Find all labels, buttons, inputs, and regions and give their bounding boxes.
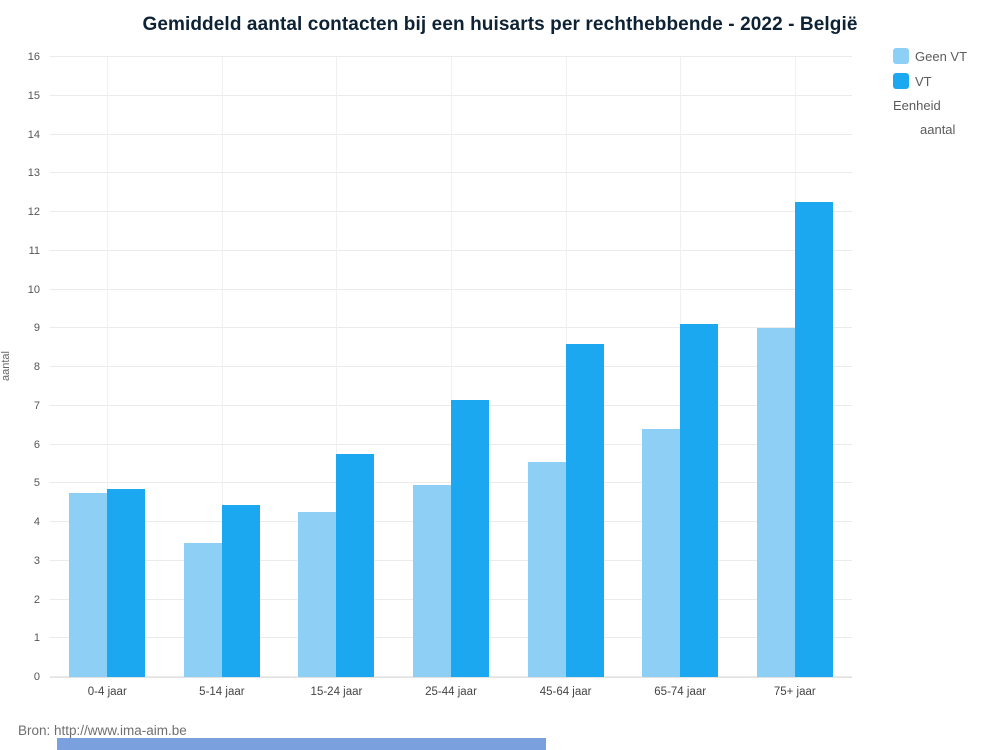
bar-geen-vt[interactable]: [642, 429, 681, 677]
legend-label-geen-vt: Geen VT: [915, 48, 968, 64]
bar-pair: [183, 57, 260, 677]
y-gridline: [50, 366, 852, 367]
bar-pair: [642, 57, 719, 677]
y-tick-label: 10: [27, 283, 40, 296]
bar-geen-vt[interactable]: [69, 492, 108, 677]
y-tick-label: 16: [27, 51, 40, 63]
legend-swatch-geen-vt-icon: [893, 48, 909, 64]
bar-pair: [69, 57, 146, 677]
bar-geen-vt[interactable]: [413, 485, 452, 677]
y-gridline: [50, 288, 852, 290]
bar-vt[interactable]: [107, 489, 146, 677]
x-gridline: [107, 57, 109, 677]
bar-pair: [527, 57, 604, 677]
y-tick-label: 14: [27, 128, 40, 141]
y-gridline: [50, 482, 852, 484]
legend-label-vt: VT: [915, 73, 932, 89]
y-gridline: [50, 94, 852, 96]
bar-geen-vt[interactable]: [756, 328, 795, 677]
y-tick-label: 9: [33, 322, 40, 335]
legend-item-geen-vt[interactable]: Geen VT: [893, 48, 967, 64]
y-tick-label: 8: [33, 361, 40, 373]
y-gridline: [50, 249, 852, 251]
page-title: Gemiddeld aantal contacten bij een huisa…: [142, 14, 858, 35]
bar-group: 0-4 jaar: [50, 57, 165, 698]
y-gridline: [50, 443, 852, 445]
bar-vt[interactable]: [565, 343, 604, 677]
legend-unit-block: Eenheid aantal: [893, 98, 967, 137]
x-gridline: [451, 57, 453, 677]
legend-swatch-vt-icon: [893, 73, 909, 89]
x-tick-label: 25-44 jaar: [425, 686, 477, 698]
legend-item-vt[interactable]: VT: [893, 73, 967, 89]
x-tick-label: 45-64 jaar: [539, 686, 592, 698]
y-tick-label: 3: [33, 554, 40, 567]
y-tick-label: 15: [27, 89, 40, 102]
y-tick-label: 12: [27, 206, 40, 218]
bar-group: 25-44 jaar: [394, 57, 509, 698]
y-gridline: [50, 327, 852, 329]
y-tick-label: 11: [28, 244, 40, 257]
bar-pair: [413, 57, 490, 677]
bar-group: 5-14 jaar: [165, 57, 280, 698]
legend: Geen VT VT Eenheid aantal: [893, 48, 967, 137]
y-gridline: [50, 133, 852, 135]
legend-unit-value: aantal: [920, 122, 956, 137]
bar-vt[interactable]: [336, 454, 375, 677]
y-axis-title: aantal: [0, 351, 12, 381]
y-tick-label: 6: [33, 438, 40, 451]
x-tick-label: 15-24 jaar: [310, 686, 363, 698]
x-tick-label: 5-14 jaar: [199, 686, 245, 698]
bar-pair: [756, 57, 833, 677]
y-tick-label: 7: [33, 399, 40, 412]
y-gridline: [50, 172, 852, 174]
bar-geen-vt[interactable]: [298, 512, 337, 677]
bar-group: 75+ jaar: [737, 57, 852, 698]
plot-area: 0 1 2 3 4 5 6 7 8 9 10 11 12 13 14 15 16 0-4 jaar 5-14 jaa…: [28, 51, 852, 698]
bar-group: 65-74 jaar: [623, 57, 738, 698]
x-tick-label: 75+ jaar: [773, 686, 816, 698]
bar-vt[interactable]: [451, 399, 490, 677]
bar-geen-vt[interactable]: [183, 543, 222, 677]
x-tick-label: 0-4 jaar: [87, 686, 127, 698]
x-gridline: [336, 57, 338, 677]
bar-group: 15-24 jaar: [279, 57, 394, 698]
y-tick-label: 0: [33, 671, 40, 683]
y-tick-label: 5: [33, 477, 40, 490]
y-gridline: [50, 56, 852, 57]
y-tick-label: 13: [27, 167, 40, 180]
bar-vt[interactable]: [221, 504, 260, 677]
y-tick-label: 2: [33, 593, 40, 606]
bar-groups: 0-4 jaar 5-14 jaar 15-24 jaar 25-44 jaar 45-…: [50, 57, 852, 698]
bar-group: 45-64 jaar: [508, 57, 623, 698]
bar-vt[interactable]: [680, 324, 719, 677]
source-text: Bron: http://www.ima-aim.be: [18, 723, 187, 738]
bar-geen-vt[interactable]: [527, 461, 566, 677]
bar-pair: [298, 57, 375, 677]
y-tick-label: 4: [33, 516, 40, 528]
y-gridline: [50, 211, 852, 212]
x-gridline: [221, 57, 223, 677]
x-tick-label: 65-74 jaar: [654, 686, 707, 698]
y-tick-label: 1: [33, 632, 40, 645]
y-gridline: [50, 404, 852, 406]
bar-vt[interactable]: [794, 202, 833, 677]
legend-unit-label: Eenheid: [893, 98, 941, 113]
bottom-highlight-strip: [57, 738, 546, 750]
